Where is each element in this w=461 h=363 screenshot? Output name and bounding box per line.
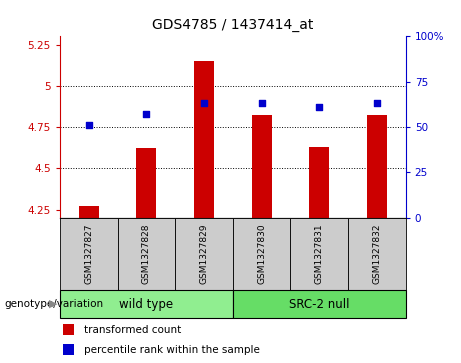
Text: genotype/variation: genotype/variation (5, 299, 104, 309)
Bar (60, 290, 233, 318)
Point (315, 104, 323, 110)
Bar (367, 115, 387, 218)
Bar (252, 115, 272, 218)
Bar (118, 218, 175, 290)
Text: GSM1327830: GSM1327830 (257, 224, 266, 285)
Text: GSM1327828: GSM1327828 (142, 224, 151, 284)
Bar (64, 324, 74, 335)
Text: SRC-2 null: SRC-2 null (289, 298, 349, 310)
Text: ▶: ▶ (49, 299, 58, 309)
Text: GSM1327831: GSM1327831 (315, 224, 324, 285)
Bar (64, 344, 74, 355)
Bar (290, 218, 348, 290)
Text: percentile rank within the sample: percentile rank within the sample (84, 345, 260, 355)
Point (200, 101, 207, 106)
Bar (348, 218, 406, 290)
Title: GDS4785 / 1437414_at: GDS4785 / 1437414_at (152, 19, 313, 33)
Text: wild type: wild type (119, 298, 173, 310)
Point (85, 122, 92, 128)
Bar (60, 218, 118, 290)
Text: transformed count: transformed count (84, 325, 181, 335)
Bar (233, 290, 406, 318)
Point (373, 101, 381, 106)
Point (258, 101, 266, 106)
Bar (136, 148, 156, 218)
Text: GSM1327832: GSM1327832 (372, 224, 381, 284)
Bar (233, 218, 290, 290)
Point (142, 111, 150, 117)
Bar (175, 218, 233, 290)
Bar (309, 147, 329, 218)
Text: GSM1327827: GSM1327827 (84, 224, 93, 284)
Bar (194, 61, 214, 218)
Text: GSM1327829: GSM1327829 (200, 224, 208, 284)
Bar (79, 206, 99, 218)
